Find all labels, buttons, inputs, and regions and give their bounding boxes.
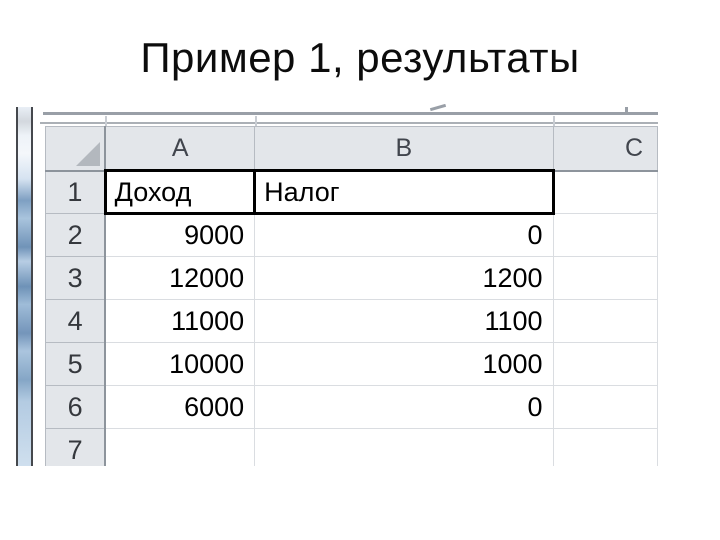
- column-divider-stub: [553, 116, 555, 126]
- select-all-corner[interactable]: [45, 126, 107, 172]
- row-header-2[interactable]: 2: [45, 213, 107, 257]
- row-header-6[interactable]: 6: [45, 385, 107, 429]
- window-edge-strip: [16, 107, 33, 466]
- cell-B5[interactable]: 1000: [254, 342, 554, 386]
- column-header-a[interactable]: A: [104, 126, 256, 172]
- cell-C1[interactable]: [552, 170, 658, 214]
- formula-bar-divider: [43, 112, 658, 115]
- column-header-b[interactable]: B: [254, 126, 554, 172]
- spreadsheet-screenshot: A B C 1 Доход Налог 2 9000 0 3 12000 120…: [10, 104, 658, 466]
- cell-C6[interactable]: [552, 385, 658, 429]
- cell-A5[interactable]: 10000: [104, 342, 256, 386]
- cell-A1[interactable]: Доход: [103, 169, 257, 215]
- cell-A7[interactable]: [104, 428, 256, 466]
- formula-bar-notch: [429, 104, 447, 112]
- column-header-c[interactable]: C: [552, 126, 658, 172]
- column-divider-stub: [105, 116, 107, 126]
- table-row: 6 6000 0: [45, 385, 658, 429]
- column-header-row: A B C: [45, 126, 658, 172]
- cell-A2[interactable]: 9000: [104, 213, 256, 257]
- cell-B7[interactable]: [254, 428, 554, 466]
- formula-bar-tick: [625, 107, 628, 112]
- row-header-5[interactable]: 5: [45, 342, 107, 386]
- cell-C3[interactable]: [552, 256, 658, 300]
- cell-C4[interactable]: [552, 299, 658, 343]
- table-row: 2 9000 0: [45, 213, 658, 257]
- table-row: 4 11000 1100: [45, 299, 658, 343]
- slide-title: Пример 1, результаты: [140, 34, 580, 81]
- row-header-3[interactable]: 3: [45, 256, 107, 300]
- cell-B6[interactable]: 0: [254, 385, 554, 429]
- cell-A4[interactable]: 11000: [104, 299, 256, 343]
- cell-B4[interactable]: 1100: [254, 299, 554, 343]
- row-header-7[interactable]: 7: [45, 428, 107, 466]
- cell-B1[interactable]: Налог: [253, 169, 555, 215]
- table-row: 3 12000 1200: [45, 256, 658, 300]
- table-row: 1 Доход Налог: [45, 169, 658, 215]
- spreadsheet-grid: A B C 1 Доход Налог 2 9000 0 3 12000 120…: [45, 126, 658, 466]
- header-top-divider: [40, 122, 658, 124]
- cell-A6[interactable]: 6000: [104, 385, 256, 429]
- table-row: 7: [45, 428, 658, 466]
- cell-B3[interactable]: 1200: [254, 256, 554, 300]
- cell-A3[interactable]: 12000: [104, 256, 256, 300]
- column-divider-stub: [255, 116, 257, 126]
- row-header-4[interactable]: 4: [45, 299, 107, 343]
- row-header-1[interactable]: 1: [45, 170, 107, 214]
- select-all-triangle-icon: [76, 141, 101, 166]
- cell-B2[interactable]: 0: [254, 213, 554, 257]
- table-row: 5 10000 1000: [45, 342, 658, 386]
- cell-C7[interactable]: [552, 428, 658, 466]
- cell-C5[interactable]: [552, 342, 658, 386]
- cell-C2[interactable]: [552, 213, 658, 257]
